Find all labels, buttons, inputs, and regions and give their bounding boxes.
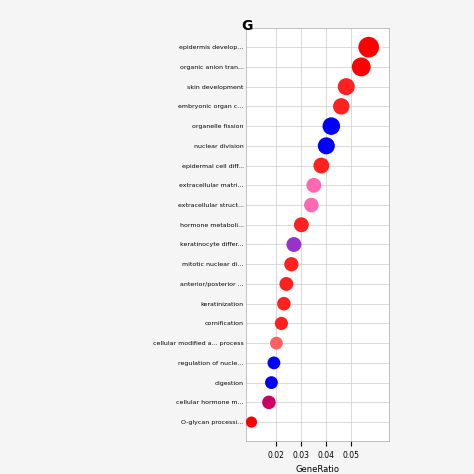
Point [273, 339, 280, 347]
Point [343, 83, 350, 91]
Point [322, 142, 330, 150]
Point [328, 122, 335, 130]
Point [365, 44, 373, 51]
Point [265, 399, 273, 406]
Point [278, 319, 285, 327]
Text: G: G [242, 19, 253, 33]
Point [298, 221, 305, 228]
Point [288, 260, 295, 268]
Point [337, 102, 345, 110]
Point [357, 63, 365, 71]
Point [280, 300, 288, 308]
Point [318, 162, 325, 169]
Point [248, 418, 255, 426]
Point [290, 241, 298, 248]
X-axis label: GeneRatio: GeneRatio [296, 465, 339, 474]
Point [283, 280, 290, 288]
Point [270, 359, 278, 367]
Point [310, 182, 318, 189]
Point [268, 379, 275, 386]
Point [308, 201, 315, 209]
